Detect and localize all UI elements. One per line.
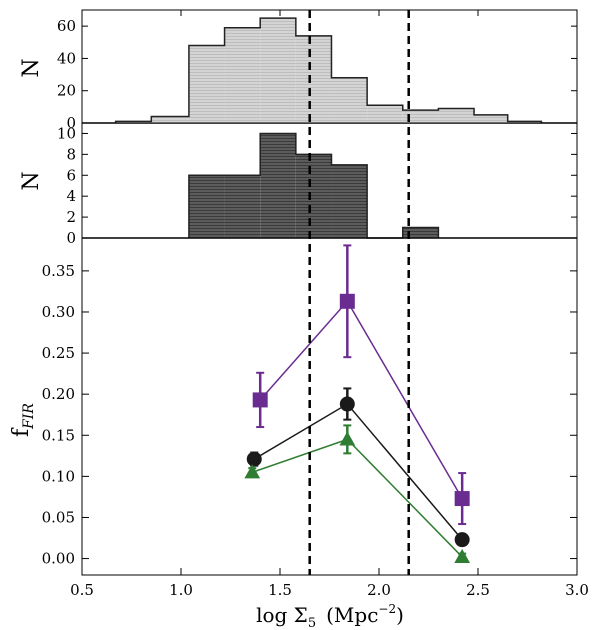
top-hist-ytick-label: 40	[57, 49, 76, 67]
mid-hist-bar	[188, 175, 225, 238]
black-circles-point	[246, 451, 262, 467]
mid-hist-ytick-label: 6	[66, 166, 76, 184]
green-triangles-point	[454, 548, 471, 564]
x-label-units: (Mpc	[326, 603, 378, 627]
top-hist-ytick-label: 60	[57, 17, 76, 35]
green-triangles-line	[252, 438, 463, 558]
middle-y-axis-label: N	[19, 171, 44, 190]
main-ytick-label: 0.25	[42, 344, 75, 362]
top-histogram-bars	[82, 17, 577, 124]
top-hist-bar	[115, 121, 152, 123]
purple-squares-point	[454, 491, 470, 507]
mid-hist-bar	[260, 133, 296, 238]
mid-hist-ytick-label: 2	[66, 208, 76, 226]
main-x-axis-label: log Σ5 (Mpc−2)	[256, 602, 404, 630]
main-ytick-label: 0.00	[42, 550, 75, 568]
main-ytick-label: 0.30	[42, 303, 75, 321]
main-y-label-main: f	[9, 427, 34, 437]
series-green-triangles	[244, 424, 471, 564]
top-hist-outline	[114, 17, 543, 123]
mid-hist-bar	[295, 154, 332, 238]
series-black-circles	[246, 387, 470, 548]
green-triangles-point	[244, 464, 261, 479]
main-ytick-label: 0.15	[42, 426, 75, 444]
main-ytick-label: 0.20	[42, 385, 75, 403]
purple-squares-line	[259, 300, 463, 499]
series-purple-squares	[252, 244, 470, 526]
main-panel-frame	[81, 237, 578, 576]
x-label-sub: 5	[308, 616, 316, 630]
black-circles-point	[339, 396, 355, 412]
main-y-label-sub: FIR	[21, 403, 37, 430]
main-x-ticks: 0.5 1.0 1.5 2.0 2.5 3.0	[70, 10, 589, 599]
main-ytick-label: 0.35	[42, 262, 75, 280]
top-hist-bar	[438, 108, 475, 123]
mid-hist-bar	[402, 227, 439, 238]
x-label-sup: −2	[378, 602, 396, 616]
main-ytick-label: 0.10	[42, 467, 75, 485]
x-label-close: )	[396, 603, 404, 627]
top-hist-bar	[507, 121, 542, 123]
top-hist-bar	[188, 45, 225, 124]
mid-hist-ytick-label: 4	[66, 187, 76, 205]
middle-histogram-bars	[82, 132, 577, 239]
main-xtick-label: 2.5	[466, 581, 490, 599]
top-histogram-panel: 0 20 40 60 N	[19, 9, 578, 132]
main-series-group	[244, 244, 471, 564]
mid-hist-bar	[224, 175, 261, 238]
top-hist-ytick-label: 20	[57, 82, 76, 100]
mid-hist-bar	[331, 164, 368, 238]
top-hist-bar	[402, 110, 439, 123]
black-circles-point	[454, 532, 470, 548]
vertical-dashed-lines	[308, 10, 410, 575]
main-y-ticks: 0.00 0.05 0.10 0.15 0.20 0.25 0.30 0.35	[42, 262, 577, 568]
top-hist-bar	[331, 77, 368, 123]
purple-squares-point	[252, 392, 268, 408]
mid-hist-outline	[188, 132, 440, 239]
purple-squares-point	[339, 293, 355, 309]
green-triangles-point	[339, 431, 356, 446]
top-y-axis-label: N	[19, 58, 44, 77]
top-y-ticks: 0 20 40 60	[57, 17, 577, 132]
top-hist-ytick-label: 0	[66, 114, 76, 132]
middle-histogram-panel: 0 2 4 6 8 10 N	[19, 122, 578, 247]
main-xtick-label: 1.0	[169, 581, 193, 599]
x-label-main: log Σ	[256, 603, 308, 627]
main-xtick-label: 3.0	[565, 581, 589, 599]
mid-hist-ytick-label: 10	[57, 124, 76, 142]
black-circles-line	[253, 403, 463, 541]
main-xtick-label: 2.0	[367, 581, 391, 599]
main-y-axis-label: fFIR	[9, 403, 37, 437]
top-hist-bar	[295, 35, 332, 124]
main-xtick-label: 1.5	[268, 581, 292, 599]
main-ytick-label: 0.05	[42, 508, 75, 526]
mid-hist-ytick-label: 8	[66, 145, 76, 163]
top-hist-bar	[367, 105, 403, 123]
top-hist-bar	[151, 116, 189, 123]
main-xtick-label: 0.5	[70, 581, 94, 599]
top-hist-bar	[224, 27, 261, 124]
mid-hist-ytick-label: 0	[66, 229, 76, 247]
main-panel: 0.00 0.05 0.10 0.15 0.20 0.25 0.30 0.35 0.5 1.0 1…	[9, 10, 589, 630]
top-hist-bar	[260, 18, 296, 124]
top-hist-bar	[474, 114, 508, 123]
